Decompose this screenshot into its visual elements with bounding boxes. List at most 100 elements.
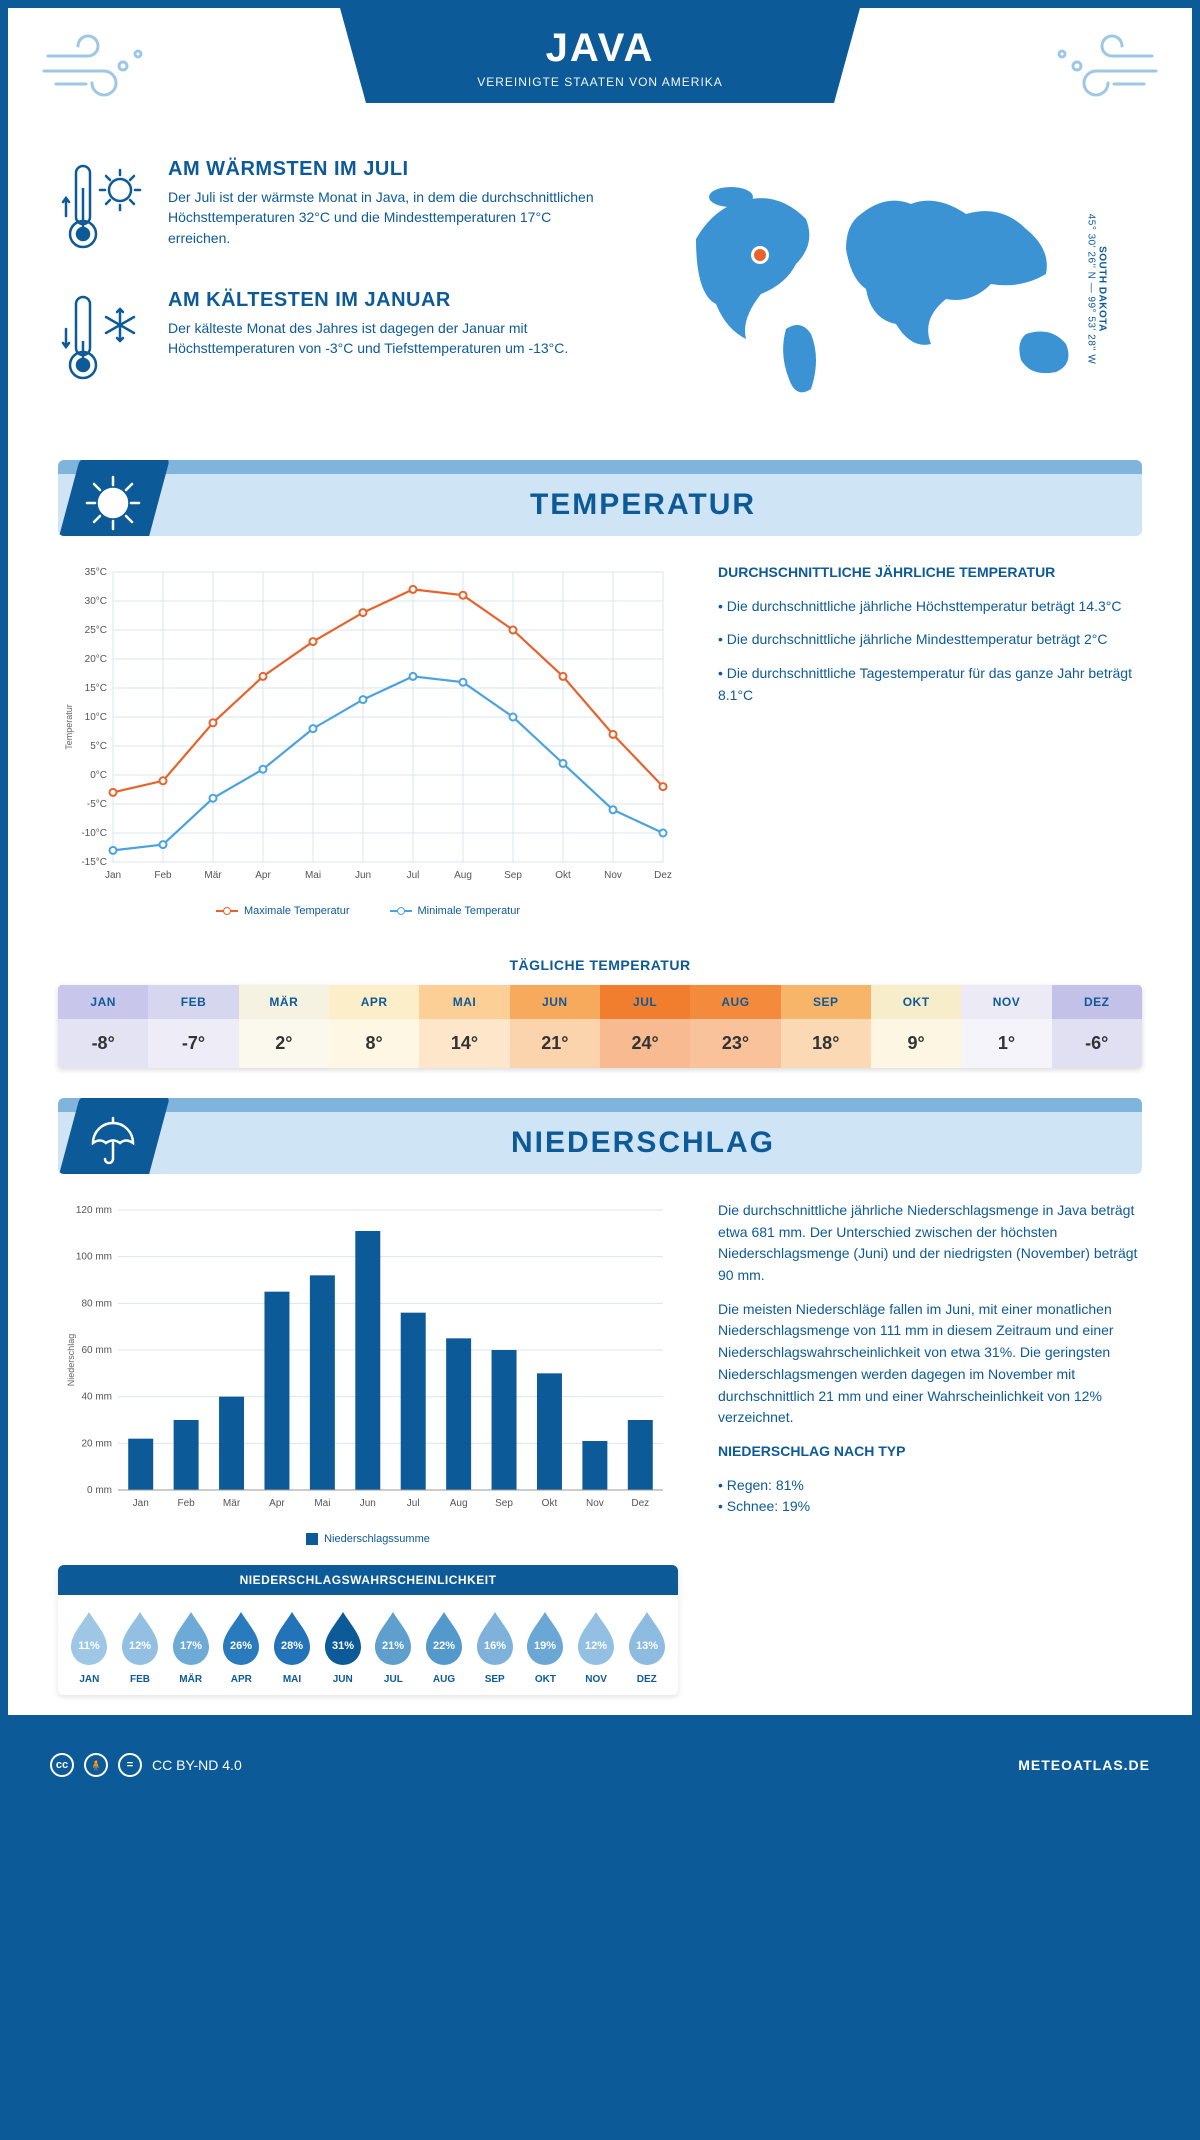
svg-text:100 mm: 100 mm — [76, 1252, 112, 1263]
precipitation-summary: Die durchschnittliche jährliche Niedersc… — [718, 1200, 1142, 1695]
svg-text:Feb: Feb — [178, 1498, 196, 1509]
svg-text:5°C: 5°C — [90, 741, 107, 752]
precip-drop: 12% FEB — [117, 1609, 164, 1685]
temperature-summary: DURCHSCHNITTLICHE JÄHRLICHE TEMPERATUR •… — [718, 562, 1142, 917]
svg-text:Nov: Nov — [604, 870, 622, 881]
month-cell: APR 8° — [329, 985, 419, 1068]
section-title: NIEDERSCHLAG — [168, 1126, 1118, 1160]
svg-text:-10°C: -10°C — [81, 828, 107, 839]
svg-text:Jun: Jun — [360, 1498, 376, 1509]
svg-text:15°C: 15°C — [85, 683, 107, 694]
svg-text:20°C: 20°C — [85, 654, 107, 665]
world-map: SOUTH DAKOTA 45° 30' 26'' N — 99° 53' 28… — [640, 158, 1142, 420]
svg-text:Apr: Apr — [269, 1498, 285, 1509]
svg-text:10°C: 10°C — [85, 712, 107, 723]
svg-text:0 mm: 0 mm — [87, 1485, 112, 1496]
svg-text:Mai: Mai — [305, 870, 321, 881]
fact-title: AM KÄLTESTEN IM JANUAR — [168, 289, 610, 312]
month-cell: NOV 1° — [961, 985, 1051, 1068]
section-header-precipitation: NIEDERSCHLAG — [58, 1098, 1142, 1174]
page-title: JAVA — [440, 26, 760, 71]
svg-text:25°C: 25°C — [85, 625, 107, 636]
month-cell: JAN -8° — [58, 985, 148, 1068]
svg-text:17%: 17% — [180, 1640, 202, 1652]
month-cell: FEB -7° — [148, 985, 238, 1068]
wind-icon — [38, 26, 148, 111]
month-cell: JUL 24° — [600, 985, 690, 1068]
precip-drop: 22% AUG — [421, 1609, 468, 1685]
svg-text:Sep: Sep — [504, 870, 522, 881]
month-cell: OKT 9° — [871, 985, 961, 1068]
cc-icon: cc — [50, 1753, 74, 1777]
chart-legend: Maximale Temperatur Minimale Temperatur — [58, 905, 678, 917]
section-accent — [58, 460, 1142, 474]
month-cell: AUG 23° — [690, 985, 780, 1068]
svg-text:Mai: Mai — [314, 1498, 330, 1509]
brand-name: METEOATLAS.DE — [1018, 1757, 1150, 1773]
svg-text:35°C: 35°C — [85, 567, 107, 578]
coordinates: SOUTH DAKOTA 45° 30' 26'' N — 99° 53' 28… — [1086, 214, 1108, 365]
precip-drop: 31% JUN — [319, 1609, 366, 1685]
precip-drop: 12% NOV — [573, 1609, 620, 1685]
precipitation-bar-chart: 0 mm20 mm40 mm60 mm80 mm100 mm120 mmJanF… — [58, 1200, 678, 1695]
svg-text:Mär: Mär — [204, 870, 222, 881]
daily-temp-title: TÄGLICHE TEMPERATUR — [8, 957, 1192, 973]
month-cell: MÄR 2° — [239, 985, 329, 1068]
svg-text:13%: 13% — [636, 1640, 658, 1652]
wind-icon — [1052, 26, 1162, 111]
svg-text:11%: 11% — [79, 1640, 101, 1652]
section-header-temperature: TEMPERATUR — [58, 460, 1142, 536]
svg-text:Jan: Jan — [133, 1498, 149, 1509]
svg-text:30°C: 30°C — [85, 596, 107, 607]
svg-text:0°C: 0°C — [90, 770, 107, 781]
fact-title: AM WÄRMSTEN IM JULI — [168, 158, 610, 181]
svg-text:Temperatur: Temperatur — [64, 704, 74, 750]
by-icon: 🧍 — [84, 1753, 108, 1777]
svg-text:Niederschlag: Niederschlag — [66, 1334, 76, 1387]
precip-drop: 11% JAN — [66, 1609, 113, 1685]
svg-text:31%: 31% — [332, 1640, 354, 1652]
temperature-line-chart: -15°C -10°C -5°C 0°C 5°C 10°C 15°C 20°C 25°C 30°C… — [58, 562, 678, 917]
section-title: TEMPERATUR — [168, 488, 1118, 522]
svg-text:Jul: Jul — [407, 870, 420, 881]
svg-text:120 mm: 120 mm — [76, 1205, 112, 1216]
precipitation-probability-panel: NIEDERSCHLAGSWAHRSCHEINLICHKEIT 11% JAN … — [58, 1565, 678, 1695]
precip-drop: 21% JUL — [370, 1609, 417, 1685]
svg-text:28%: 28% — [281, 1640, 303, 1652]
svg-text:20 mm: 20 mm — [81, 1438, 112, 1449]
precip-drop: 26% APR — [218, 1609, 265, 1685]
svg-text:Feb: Feb — [154, 870, 172, 881]
svg-text:12%: 12% — [129, 1640, 151, 1652]
precip-drop: 19% OKT — [522, 1609, 569, 1685]
svg-text:26%: 26% — [230, 1640, 252, 1652]
thermometer-sun-icon — [58, 158, 148, 263]
page-footer: cc 🧍 = CC BY-ND 4.0 METEOATLAS.DE — [0, 1735, 1200, 1795]
daily-temperature-strip: JAN -8° FEB -7° MÄR 2° APR 8° MAI 14° JU… — [58, 985, 1142, 1068]
page-subtitle: VEREINIGTE STAATEN VON AMERIKA — [440, 75, 760, 89]
svg-text:Aug: Aug — [450, 1498, 468, 1509]
svg-text:19%: 19% — [534, 1640, 556, 1652]
svg-text:Jul: Jul — [407, 1498, 420, 1509]
month-cell: DEZ -6° — [1052, 985, 1142, 1068]
svg-text:Dez: Dez — [654, 870, 672, 881]
svg-text:-5°C: -5°C — [87, 799, 107, 810]
svg-text:Okt: Okt — [542, 1498, 558, 1509]
precip-drop: 28% MAI — [269, 1609, 316, 1685]
fact-coldest: AM KÄLTESTEN IM JANUAR Der kälteste Mona… — [58, 289, 610, 394]
thermometer-snow-icon — [58, 289, 148, 394]
fact-text: Der kälteste Monat des Jahres ist dagege… — [168, 318, 610, 359]
license-text: CC BY-ND 4.0 — [152, 1757, 242, 1773]
fact-warmest: AM WÄRMSTEN IM JULI Der Juli ist der wär… — [58, 158, 610, 263]
svg-text:Dez: Dez — [631, 1498, 649, 1509]
svg-text:Aug: Aug — [454, 870, 472, 881]
precip-drop: 17% MÄR — [167, 1609, 214, 1685]
svg-text:Sep: Sep — [495, 1498, 513, 1509]
svg-text:Apr: Apr — [255, 870, 271, 881]
license-badges: cc 🧍 = CC BY-ND 4.0 — [50, 1753, 242, 1777]
svg-text:Nov: Nov — [586, 1498, 604, 1509]
svg-text:80 mm: 80 mm — [81, 1298, 112, 1309]
svg-text:22%: 22% — [433, 1640, 455, 1652]
title-ribbon: JAVA VEREINIGTE STAATEN VON AMERIKA — [340, 8, 860, 103]
svg-text:21%: 21% — [382, 1640, 404, 1652]
svg-text:-15°C: -15°C — [81, 857, 107, 868]
